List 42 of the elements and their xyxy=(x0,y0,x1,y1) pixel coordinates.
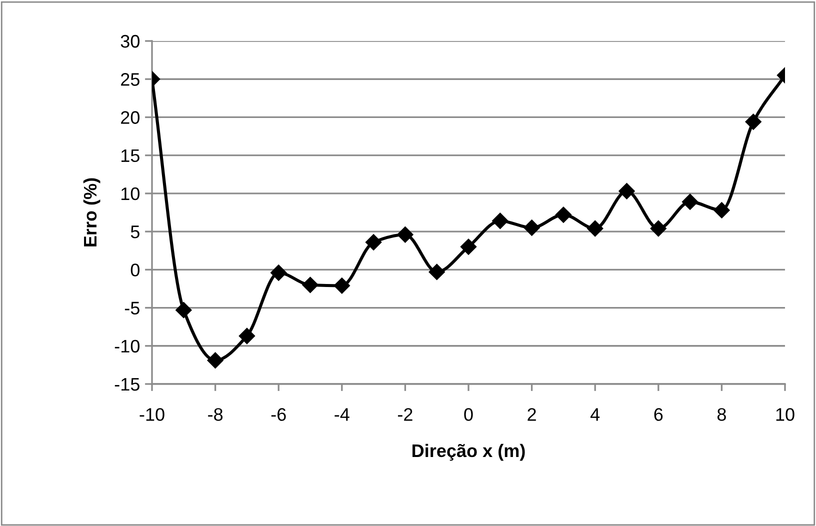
y-tick-label: -5 xyxy=(124,302,140,314)
point xyxy=(270,264,287,281)
point xyxy=(176,302,192,318)
point xyxy=(238,328,256,344)
x-tick-label: -4 xyxy=(334,408,350,421)
point xyxy=(334,278,350,294)
point xyxy=(587,220,604,237)
x-tick-label: -6 xyxy=(271,408,286,421)
y-tick-label: 30 xyxy=(120,34,140,48)
point xyxy=(428,264,445,280)
y-tick-label: 20 xyxy=(121,111,140,124)
y-tick-label: 10 xyxy=(121,187,140,200)
x-axis-title: Direção x (m) xyxy=(412,444,525,461)
point xyxy=(492,212,508,229)
y-tick-label: 25 xyxy=(121,73,140,86)
y-tick-label: 5 xyxy=(130,226,140,238)
x-tick-label: -10 xyxy=(140,408,164,421)
x-tick-label: -8 xyxy=(208,408,223,421)
point xyxy=(302,276,318,293)
y-tick-label: -15 xyxy=(114,378,140,391)
point xyxy=(524,220,540,236)
point xyxy=(745,114,762,130)
x-tick-label: 0 xyxy=(464,408,473,421)
x-tick-label: 2 xyxy=(528,408,536,421)
x-tick-label: -2 xyxy=(398,408,412,421)
x-tick-label: 10 xyxy=(776,408,794,421)
point xyxy=(365,234,382,250)
point xyxy=(650,220,666,237)
point xyxy=(618,183,635,200)
x-tick-label: 6 xyxy=(654,408,663,421)
y-axis-title: Erro (%) xyxy=(83,178,100,246)
point xyxy=(207,352,224,368)
point xyxy=(682,194,698,210)
x-tick-label: 8 xyxy=(717,408,726,421)
y-tick-label: -10 xyxy=(114,340,140,353)
y-tick-label: 15 xyxy=(121,149,140,162)
point xyxy=(397,226,414,243)
y-tick-label: 0 xyxy=(130,264,140,276)
point xyxy=(555,206,572,223)
x-tick-label: 4 xyxy=(590,408,600,421)
point xyxy=(714,202,730,218)
point xyxy=(460,238,477,255)
